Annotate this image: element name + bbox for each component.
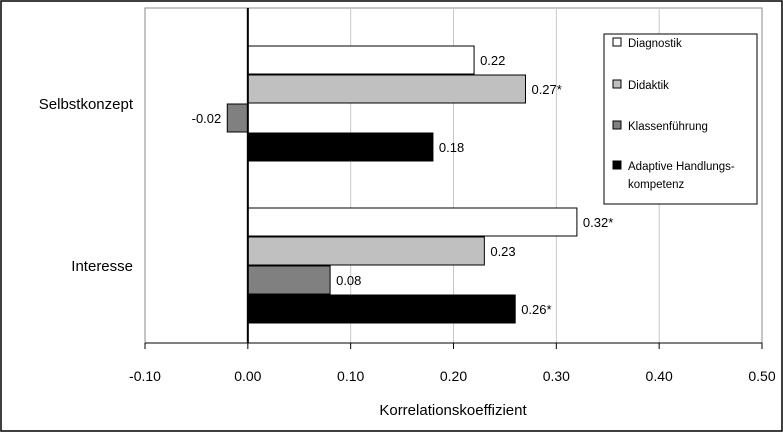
legend-box bbox=[603, 33, 758, 205]
x-tick-label: -0.10 bbox=[129, 368, 161, 384]
data-label: 0.32* bbox=[583, 215, 613, 230]
legend-swatch bbox=[612, 79, 622, 89]
data-label: 0.23 bbox=[490, 244, 515, 259]
bar-didaktik-0 bbox=[247, 74, 526, 104]
legend-swatch bbox=[612, 37, 622, 47]
legend-label: Klassenführung bbox=[628, 121, 708, 133]
data-label: 0.08 bbox=[336, 273, 361, 288]
x-tick-label: 0.10 bbox=[337, 368, 364, 384]
legend-swatch bbox=[612, 120, 622, 130]
bar-diagnostik-0 bbox=[247, 45, 475, 75]
data-label: 0.27* bbox=[531, 82, 561, 97]
x-axis-title: Korrelationskoeffizient bbox=[379, 402, 527, 419]
legend-swatch bbox=[612, 160, 622, 170]
category-label: Selbstkonzept bbox=[39, 96, 134, 113]
data-label: 0.26* bbox=[521, 302, 551, 317]
x-tick-label: 0.50 bbox=[748, 368, 775, 384]
x-axis: -0.10 0.00 0.10 0.20 0.30 0.40 0.50 bbox=[129, 342, 776, 384]
category-labels: Selbstkonzept Interesse bbox=[39, 96, 134, 275]
category-label: Interesse bbox=[71, 258, 133, 275]
data-label: 0.18 bbox=[439, 140, 464, 155]
bars bbox=[226, 45, 578, 324]
legend-label: Adaptive Handlungs- bbox=[628, 161, 735, 173]
legend: Diagnostik Didaktik Klassenführung Adaptive… bbox=[603, 33, 758, 205]
x-tick-label: 0.30 bbox=[543, 368, 570, 384]
bar-klassenf-hrung-0 bbox=[226, 103, 249, 133]
legend-label: kompetenz bbox=[628, 179, 685, 191]
x-tick-label: 0.20 bbox=[440, 368, 467, 384]
legend-label: Diagnostik bbox=[628, 38, 682, 50]
x-tick-label: 0.40 bbox=[646, 368, 673, 384]
data-label: -0.02 bbox=[192, 111, 222, 126]
bar-didaktik-1 bbox=[247, 236, 485, 266]
x-tick-label: 0.00 bbox=[234, 368, 261, 384]
bar-klassenf-hrung-1 bbox=[247, 265, 331, 295]
bar-adaptive-handlungskompetenz-0 bbox=[247, 132, 434, 162]
legend-label: Didaktik bbox=[628, 80, 669, 92]
data-labels: 0.22 0.27* -0.02 0.18 0.32* 0.23 0.08 0.26* bbox=[192, 53, 614, 317]
bar-diagnostik-1 bbox=[247, 207, 578, 237]
bar-adaptive-handlungskompetenz-1 bbox=[247, 294, 516, 324]
data-label: 0.22 bbox=[480, 53, 505, 68]
